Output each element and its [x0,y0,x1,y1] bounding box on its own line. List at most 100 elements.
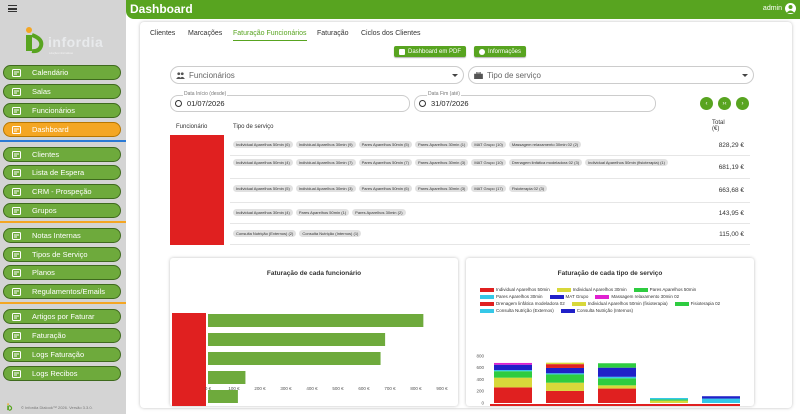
sidebar-item-salas[interactable]: Salas [3,84,121,99]
sidebar-item-notas-internas[interactable]: Notas Internas [3,228,121,243]
stacked-bar-segment[interactable] [598,388,636,403]
sidebar-item-calend-rio[interactable]: Calendário [3,65,121,80]
sidebar-item-artigos-por-faturar[interactable]: Artigos por Faturar [3,309,121,324]
stacked-bar-segment[interactable] [650,397,688,400]
user-name[interactable]: admin [762,5,782,12]
sidebar-item-crm-prospe-o[interactable]: CRM - Prospeção [3,184,121,199]
stacked-bar-segment[interactable] [494,377,532,388]
tab-faturacao-funcionarios[interactable]: Faturação Funcionários [233,30,307,41]
receipt-logs-icon [11,369,21,378]
tab-ciclos-dos-clientes[interactable]: Ciclos dos Clientes [361,30,421,37]
service-chip: Individual Aparelhos 50min (fisioterapia… [585,159,668,166]
stacked-bar-segment[interactable] [546,390,584,403]
legend-item[interactable]: Individual Aparelhos 30min [556,287,627,292]
service-chip: Pares Aparelhos 50min (1) [295,209,350,216]
sidebar-item-planos[interactable]: Planos [3,265,121,280]
sidebar-item-fatura-o[interactable]: Faturação [3,328,121,343]
stacked-bar-segment[interactable] [598,363,636,368]
stacked-bar-segment[interactable] [546,374,584,383]
employees-select[interactable]: Funcionários [170,66,464,84]
x-tick-label: 600 € [358,386,370,391]
row-total: 681,19 € [718,163,744,171]
employee-bar[interactable] [208,371,246,384]
employee-bar[interactable] [208,390,238,403]
table-row: Consulta Nutrição (Externos) (2) Consulta… [230,224,750,245]
employee-bar[interactable] [208,352,381,365]
service-chip: Massagem relaxamento 30min 02 (2) [508,141,582,148]
previous-period-button[interactable]: ‹ [700,97,713,110]
logo-wordmark: infordia [48,34,104,50]
stacked-bar-segment[interactable] [702,396,740,399]
legend-item[interactable]: Individual Aparelhos 50min [480,287,550,292]
people-icon [176,71,185,79]
sidebar-item-grupos[interactable]: Grupos [3,203,121,218]
service-chip-list: Individual Aparelhos 50min (6) Individual… [233,141,673,148]
next-period-button[interactable]: › [736,97,749,110]
stacked-bar-segment[interactable] [598,385,636,389]
stacked-bar-segment[interactable] [546,364,584,368]
sidebar: infordia soluções informáticas Calendári… [0,0,126,414]
stacked-bar-segment[interactable] [546,362,584,365]
legend-item[interactable]: Massagem relaxamento 30min 02 [595,294,679,299]
sidebar-item-clientes[interactable]: Clientes [3,147,121,162]
stacked-bar-segment[interactable] [494,370,532,372]
stacked-bar-segment[interactable] [546,373,584,375]
legend-item[interactable]: Fisioterapia 02 [674,301,720,306]
waitlist-icon [11,168,21,177]
service-chip: Individual Aparelhos 30min (4) [233,209,293,216]
legend-label: Drenagem linfática modeladora 02 [496,301,565,306]
tab-clientes[interactable]: Clientes [150,30,176,37]
info-icon [479,48,485,55]
pdf-button[interactable]: Dashboard em PDF [394,46,467,57]
service-chip: Individual Aparelhos 50min (6) [233,141,293,148]
service-type-select[interactable]: Tipo de serviço [468,66,754,84]
stacked-bar-segment[interactable] [650,400,688,403]
sidebar-item-regulamentos-emails[interactable]: Regulamentos/Emails [3,284,121,299]
legend-item[interactable]: Pares Aparelhos 30min [480,294,543,299]
end-date-label: Data Fim (até) [427,91,461,97]
employee-bar[interactable] [208,314,424,327]
legend-item[interactable]: Consulta Nutrição (Externos) [480,308,554,313]
sidebar-item-dashboard[interactable]: Dashboard [3,122,121,137]
legend-item[interactable]: MAT Grupo [549,294,588,299]
stacked-bar-segment[interactable] [494,364,532,371]
stacked-bar-segment[interactable] [702,398,740,403]
stacked-bar-segment[interactable] [650,399,688,401]
info-button[interactable]: Informações [474,46,527,57]
employee-bar[interactable] [208,333,386,346]
service-chip: Individual Aparelhos 30min (7) [295,159,356,166]
x-tick-label: 200 € [254,386,266,391]
stacked-bar-segment[interactable] [546,382,584,391]
user-avatar-icon[interactable] [785,3,796,14]
start-date-field[interactable]: Data Início (desde) 01/07/2026 [170,91,410,112]
tab-faturacao[interactable]: Faturação [317,30,349,37]
legend-item[interactable]: Drenagem linfática modeladora 02 [480,301,565,306]
sidebar-item-lista-de-espera[interactable]: Lista de Espera [3,165,121,180]
sidebar-item-logs-fatura-o[interactable]: Logs Faturação [3,347,121,362]
stacked-bar-segment[interactable] [494,371,532,378]
sidebar-item-tipos-de-servi-o[interactable]: Tipos de Serviço [3,247,121,262]
sidebar-item-label: Salas [32,87,51,96]
sidebar-footer: © Infordia Dialook™ 2026. Versão 3.3.0. [0,400,126,414]
stacked-bar-segment[interactable] [598,376,636,379]
end-date-field[interactable]: Data Fim (até) 31/07/2026 [414,91,656,112]
legend-item[interactable]: Pares Aparelhos 50min [633,287,696,292]
service-chip: Pares Aparelhos 30min (3) [414,185,469,192]
service-chart-title: Faturação de cada tipo de serviço [557,270,663,277]
stacked-bar-segment[interactable] [598,367,636,377]
sidebar-item-label: Tipos de Serviço [32,250,88,259]
sidebar-item-logs-recibos[interactable]: Logs Recibos [3,366,121,381]
legend-item[interactable]: Individual Aparelhos 50min (fisioterapia… [571,301,668,306]
pdf-button-label: Dashboard em PDF [408,48,462,55]
page-title: Dashboard [130,2,193,16]
current-period-button[interactable]: ›‹ [718,97,731,110]
legend-item[interactable]: Consulta Nutrição (Internos) [560,308,633,313]
tab-marcacoes[interactable]: Marcações [188,30,223,37]
stacked-bar-segment[interactable] [494,387,532,403]
menu-icon[interactable] [8,5,17,12]
stacked-bar-segment[interactable] [494,362,532,365]
sidebar-item-funcion-rios[interactable]: Funcionários [3,103,121,118]
service-chart-svg: 0 200 400 600 800 [476,353,740,406]
stacked-bar-segment[interactable] [598,378,636,386]
stacked-bar-segment[interactable] [546,367,584,374]
